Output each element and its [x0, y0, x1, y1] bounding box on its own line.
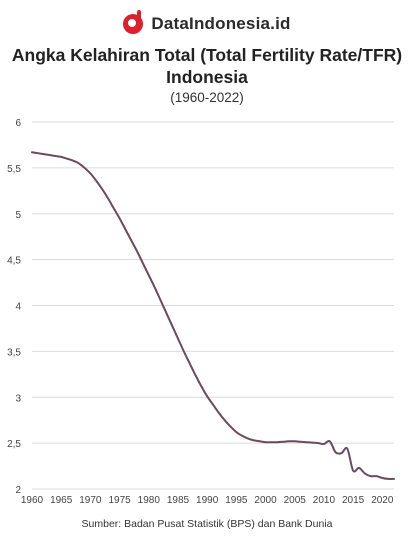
x-tick-label: 2020 [371, 495, 394, 506]
chart-title: Angka Kelahiran Total (Total Fertility R… [0, 44, 414, 88]
x-tick-label: 1975 [108, 495, 131, 506]
x-tick-label: 2010 [313, 495, 336, 506]
chart-title-line-2: Indonesia [166, 67, 248, 87]
y-tick-label: 2 [15, 485, 21, 496]
source-note: Sumber: Badan Pusat Statistik (BPS) dan … [81, 518, 333, 530]
brand-header: DataIndonesia.id [0, 10, 414, 34]
x-tick-label: 1970 [79, 495, 102, 506]
y-tick-label: 3 [15, 393, 21, 404]
y-tick-label: 3,5 [7, 347, 21, 358]
chart-title-line-1: Angka Kelahiran Total (Total Fertility R… [11, 45, 403, 65]
x-tick-label: 1980 [138, 495, 161, 506]
x-tick-label: 2005 [284, 495, 307, 506]
y-tick-label: 2,5 [7, 439, 21, 450]
y-tick-label: 5,5 [7, 164, 21, 175]
brand-name: DataIndonesia.id [151, 14, 291, 33]
x-tick-label: 1960 [21, 495, 44, 506]
x-tick-label: 1965 [50, 495, 73, 506]
y-tick-label: 4 [15, 302, 21, 313]
chart-subtitle: (1960-2022) [170, 90, 244, 105]
x-tick-label: 2015 [342, 495, 365, 506]
x-tick-label: 1985 [167, 495, 190, 506]
x-tick-label: 1995 [225, 495, 248, 506]
dataindonesia-logo-icon [123, 10, 144, 34]
tfr-series-line [31, 151, 395, 480]
y-tick-label: 4,5 [7, 256, 21, 267]
x-tick-label: 1990 [196, 495, 219, 506]
y-tick-label: 6 [15, 118, 21, 129]
y-tick-label: 5 [15, 210, 21, 221]
x-tick-label: 2000 [254, 495, 277, 506]
